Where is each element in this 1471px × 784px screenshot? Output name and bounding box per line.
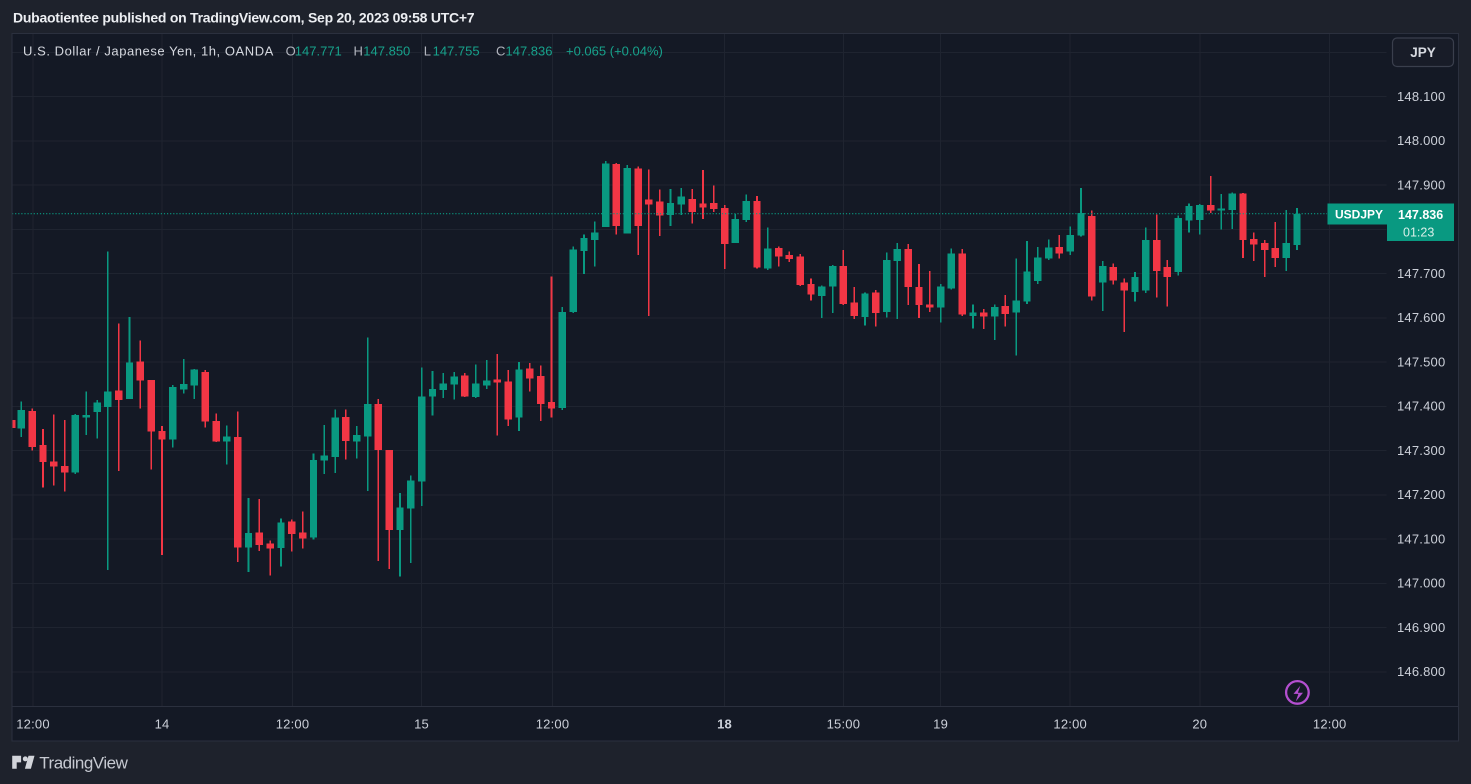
svg-text:147.600: 147.600 (1397, 310, 1445, 325)
svg-text:147.836: 147.836 (506, 44, 553, 59)
svg-text:147.755: 147.755 (433, 44, 480, 59)
svg-text:L: L (424, 44, 431, 59)
svg-text:12:00: 12:00 (536, 717, 570, 732)
svg-text:15:00: 15:00 (827, 717, 861, 732)
svg-text:01:23: 01:23 (1403, 226, 1434, 240)
svg-text:147.100: 147.100 (1397, 531, 1445, 546)
svg-text:12:00: 12:00 (276, 717, 310, 732)
svg-text:12:00: 12:00 (16, 717, 50, 732)
svg-text:+0.065 (+0.04%): +0.065 (+0.04%) (566, 44, 663, 59)
svg-text:147.850: 147.850 (363, 44, 410, 59)
svg-text:147.300: 147.300 (1397, 443, 1445, 458)
svg-text:15: 15 (414, 717, 429, 732)
svg-text:U.S. Dollar / Japanese Yen, 1h: U.S. Dollar / Japanese Yen, 1h, OANDA (23, 44, 274, 59)
svg-text:Dubaotientee published on Trad: Dubaotientee published on TradingView.co… (13, 10, 475, 26)
svg-text:147.900: 147.900 (1397, 177, 1445, 192)
svg-text:147.771: 147.771 (295, 44, 342, 59)
svg-text:18: 18 (717, 717, 732, 732)
svg-text:USDJPY: USDJPY (1335, 207, 1383, 221)
svg-text:O: O (286, 44, 296, 59)
svg-text:147.500: 147.500 (1397, 354, 1445, 369)
svg-text:146.900: 146.900 (1397, 620, 1445, 635)
svg-text:146.800: 146.800 (1397, 664, 1445, 679)
svg-text:12:00: 12:00 (1313, 717, 1347, 732)
svg-text:14: 14 (155, 717, 170, 732)
svg-text:147.200: 147.200 (1397, 487, 1445, 502)
svg-text:147.836: 147.836 (1398, 208, 1443, 222)
svg-text:147.000: 147.000 (1397, 576, 1445, 591)
svg-text:19: 19 (933, 717, 948, 732)
svg-text:C: C (496, 44, 505, 59)
svg-text:147.700: 147.700 (1397, 266, 1445, 281)
svg-text:H: H (354, 44, 363, 59)
svg-text:148.100: 148.100 (1397, 89, 1445, 104)
svg-text:20: 20 (1192, 717, 1207, 732)
svg-text:147.400: 147.400 (1397, 399, 1445, 414)
svg-text:148.000: 148.000 (1397, 133, 1445, 148)
svg-text:12:00: 12:00 (1053, 717, 1087, 732)
svg-text:TradingView: TradingView (39, 754, 128, 773)
svg-text:JPY: JPY (1410, 45, 1436, 60)
